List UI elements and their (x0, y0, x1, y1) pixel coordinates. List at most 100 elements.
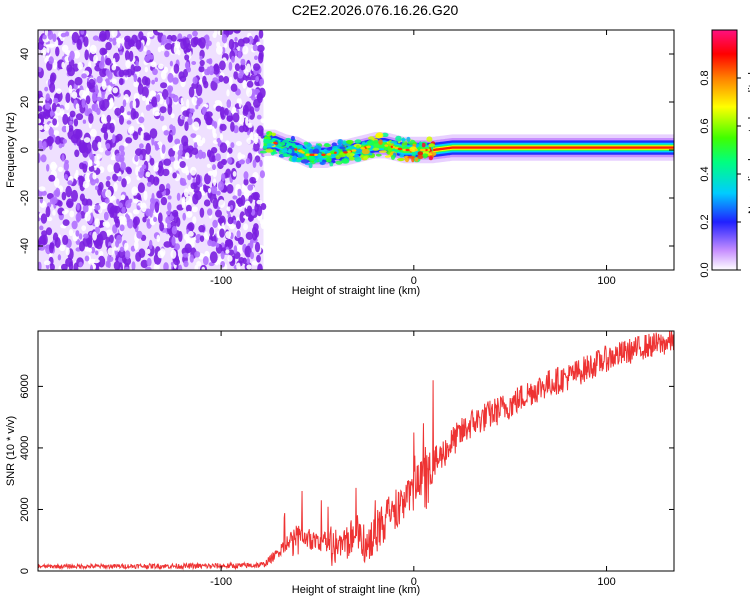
noise-blob (212, 197, 219, 209)
noise-blob (75, 113, 84, 121)
noise-blob (145, 171, 151, 178)
noise-blob (149, 157, 155, 166)
noise-blob (240, 63, 246, 71)
spectrogram-content (38, 30, 674, 270)
noise-blob (170, 113, 175, 119)
noise-blob (142, 216, 147, 223)
noise-blob (168, 87, 172, 97)
noise-blob (166, 96, 170, 106)
noise-blob (61, 154, 65, 162)
ridge-blob (287, 148, 293, 154)
ridge-hot-dot (313, 153, 318, 156)
noise-blob (154, 143, 159, 151)
noise-blob (218, 75, 224, 83)
noise-blob (253, 136, 259, 145)
noise-blob (199, 55, 203, 61)
noise-blob (196, 98, 201, 107)
noise-blob (183, 260, 189, 268)
noise-blob (164, 43, 173, 50)
noise-blob (252, 159, 257, 169)
noise-blob (215, 153, 221, 162)
noise-blob (111, 208, 118, 219)
x-tick-label: -100 (210, 275, 232, 287)
noise-blob (135, 39, 142, 50)
noise-blob (204, 173, 211, 185)
noise-blob (224, 108, 229, 116)
noise-blob (173, 160, 180, 170)
noise-blob (159, 106, 167, 114)
noise-blob (144, 55, 151, 62)
noise-blob (58, 166, 63, 172)
ridge-blob (417, 151, 424, 156)
noise-blob (51, 102, 57, 112)
noise-blob (43, 124, 50, 131)
noise-blob (54, 237, 61, 248)
ridge-blob (356, 145, 360, 149)
noise-blob (182, 212, 186, 221)
noise-blob (69, 110, 76, 118)
noise-blob (240, 194, 246, 206)
noise-blob (157, 250, 165, 259)
noise-blob (133, 65, 142, 72)
noise-blob (104, 198, 110, 204)
noise-blob (236, 230, 241, 238)
noise-blob (259, 159, 263, 167)
noise-blob (124, 266, 130, 270)
noise-blob (95, 250, 99, 256)
noise-blob (228, 39, 235, 50)
noise-blob (118, 51, 123, 56)
noise-blob (136, 230, 143, 239)
ridge-blob (415, 150, 419, 154)
ridge-hot-dot (322, 153, 326, 156)
noise-blob (61, 263, 68, 270)
noise-blob (44, 260, 51, 266)
noise-blob (91, 104, 96, 112)
noise-blob (205, 116, 213, 126)
ridge-blob (428, 156, 433, 161)
noise-blob (38, 111, 47, 119)
ridge-blob (399, 153, 405, 158)
noise-blob (212, 167, 218, 178)
noise-blob (210, 185, 218, 195)
noise-blob (185, 204, 192, 213)
noise-blob (236, 98, 241, 104)
ridge-blob (259, 150, 268, 154)
noise-blob (221, 34, 228, 44)
noise-blob (94, 84, 99, 93)
ridge-blob (342, 140, 347, 145)
noise-blob (84, 141, 92, 154)
noise-blob (201, 106, 206, 116)
noise-blob (226, 157, 233, 164)
ridge-blob (347, 145, 352, 149)
noise-blob (113, 162, 121, 174)
noise-blob (173, 63, 180, 74)
noise-blob (243, 178, 249, 186)
noise-blob (47, 30, 54, 40)
ridge-hot-dot (405, 148, 410, 152)
noise-blob (232, 195, 238, 200)
ridge-blob (292, 155, 298, 162)
noise-blob (206, 124, 213, 130)
noise-blob (128, 50, 134, 62)
noise-blob (219, 106, 225, 119)
noise-blob (245, 116, 249, 126)
noise-blob (219, 60, 226, 71)
noise-blob (172, 94, 179, 103)
colorbar-tick-label: 0.0 (699, 262, 711, 277)
ridge-blob (326, 157, 332, 163)
noise-blob (169, 156, 175, 163)
noise-blob (182, 141, 189, 153)
noise-blob (103, 131, 109, 141)
noise-blob (120, 194, 126, 200)
noise-blob (212, 219, 218, 228)
noise-blob (235, 220, 241, 230)
noise-blob (59, 108, 65, 118)
colorbar-tick-label: 0.4 (699, 166, 711, 181)
noise-blob (133, 73, 138, 83)
noise-blob (71, 31, 80, 44)
noise-blob (217, 217, 225, 224)
noise-blob (191, 147, 199, 155)
noise-blob (83, 233, 89, 239)
noise-blob (131, 261, 136, 270)
noise-blob (256, 125, 264, 137)
